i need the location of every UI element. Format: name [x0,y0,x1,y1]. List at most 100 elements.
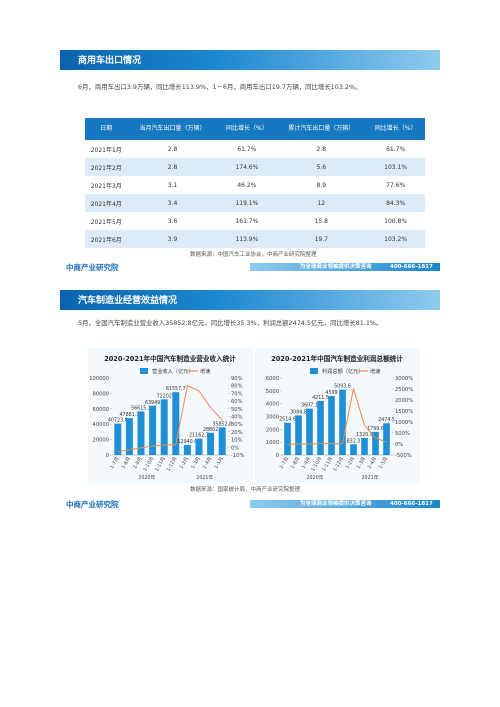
x-tick-label: 1-8月 [121,456,133,470]
source: 数据来源：中国汽车工业协会，中商产业研究院整理 [190,252,317,258]
bar-label: 832.3 [347,438,361,444]
section-title: 商用车出口情况 [78,56,142,66]
bar-label: 56615.3 [131,405,151,411]
bar [137,411,145,455]
x-tick-label: 1-3月 [190,456,202,470]
bar-label: 72202 [157,393,172,399]
cell: 2.8 [316,145,327,153]
y2-tick-label: 2500% [395,387,413,393]
paragraph: 5月，全国汽车制造业营业收入35852.8亿元，同比增长35.3%，利润总额24… [78,319,383,327]
cell: 119.1% [217,194,277,212]
bar [183,445,191,455]
y2-tick-label: 30% [231,422,243,428]
cell: 3.1 [167,181,178,189]
cell: 113.9% [217,230,277,248]
y-tick-label: 2000 [266,427,279,433]
row: 2021年1月 2.8 61.7% 2.8 61.7% [85,140,425,158]
chart-title: 2020-2021年中国汽车制造业营业收入统计 [104,354,236,363]
header-cell: 同比增长（%） [217,118,277,140]
legend-label: 利润总额（亿元） [322,367,364,375]
bar-label: 2474.5 [378,417,395,423]
y-tick-label: 1000 [266,440,279,446]
x-tick-label: 1-2月 [345,456,357,470]
x-tick-label: 1-5月 [213,456,225,470]
cell: 3.9 [127,230,218,248]
row: 2021年2月 2.8 174.6% 5.6 103.1% [85,158,425,176]
bar [295,415,302,455]
y2-tick-label: 90% [231,376,243,382]
legend-swatch [140,368,148,374]
bar [306,408,313,455]
x-tick-label: 1-4月 [367,456,379,470]
bar [160,399,168,455]
y2-tick-label: 60% [231,399,243,405]
logo: 中商产业研究院 [66,500,119,509]
y-tick-label: 4000 [266,402,279,408]
growth-line [117,384,223,453]
bar [328,395,335,455]
bar [125,418,133,455]
y2-tick-label: 70% [231,391,243,397]
x-tick-label: 1-7月 [109,456,121,470]
bar [383,423,390,455]
cell: 2021年6月 [85,230,128,248]
footer-strip: 为全球商业领袖提供决策咨询 400-666-1817 [250,263,440,271]
cell: 2021年2月 [85,158,128,176]
source: 数据来源：国家统计局，中商产业研究院整理 [190,487,301,493]
y2-tick-label: 3000% [395,376,413,382]
bar [114,423,122,455]
y-tick-label: 0 [106,453,109,459]
bar-label: 3084.8 [290,409,307,415]
cell: 103.2% [366,230,425,248]
bar [339,389,346,455]
bar [284,422,291,455]
cell: 46.2% [237,181,257,189]
y2-tick-label: 80% [231,384,243,390]
cell: 2021年3月 [90,182,122,190]
bar [218,427,226,455]
bar-label: 47881.1 [119,412,139,418]
y2-tick-label: 1000% [395,420,413,426]
phone: 400-666-1817 [390,264,433,270]
bar-label: 5093.6 [334,384,351,390]
y2-tick-label: 0% [395,442,403,448]
y2-tick-label: 20% [231,430,243,436]
legend-swatch [310,368,318,374]
cell: 174.6% [217,158,277,176]
bar [172,392,180,455]
group-label: 2020年 [138,474,155,481]
x-tick-label: 1-2月 [179,456,191,470]
y-tick-label: 20000 [92,438,109,444]
bar-label: 63949 [145,400,160,406]
y2-tick-label: 1500% [395,409,413,415]
cell: 2021年5月 [90,218,122,226]
header-cell: 当月汽车出口量（万辆） [127,118,218,140]
cell: 2021年1月 [90,146,122,154]
section-header: 商用车出口情况 [60,50,440,70]
footer-strip: 为全球商业领袖提供决策咨询 400-666-1817 [250,500,440,508]
legend-label: 营业收入（亿元） [152,367,194,375]
cell: 61.7% [237,145,257,153]
cell: 15.8 [314,217,328,225]
paragraph: 6月，商用车出口3.9万辆，同比增长113.9%，1－6月，商用车出口19.7万… [78,83,362,91]
row: 2021年6月 3.9 113.9% 19.7 103.2% [85,230,425,248]
y2-tick-label: 10% [231,438,243,444]
bar-label: 4599 [325,390,337,396]
y2-tick-label: -500% [395,453,412,459]
y-tick-label: 40000 [92,422,109,428]
cell: 100.8% [384,217,408,225]
y2-tick-label: -10% [231,453,244,459]
logo: 中商产业研究院 [66,263,119,272]
chart-bg [88,348,253,483]
cell: 19.7 [276,230,367,248]
y-tick-label: 80000 [92,391,109,397]
slogan: 为全球商业领袖提供决策咨询 [300,501,372,507]
cell: 77.6% [386,181,406,189]
cell: 84.3% [366,194,425,212]
cell: 5.6 [276,158,367,176]
cell: 3.6 [167,217,178,225]
cell: 3.4 [127,194,218,212]
export-table: 日期 当月汽车出口量（万辆） 同比增长（%） 累计汽车出口量（万辆） 同比增长（%） 20… [85,118,425,248]
